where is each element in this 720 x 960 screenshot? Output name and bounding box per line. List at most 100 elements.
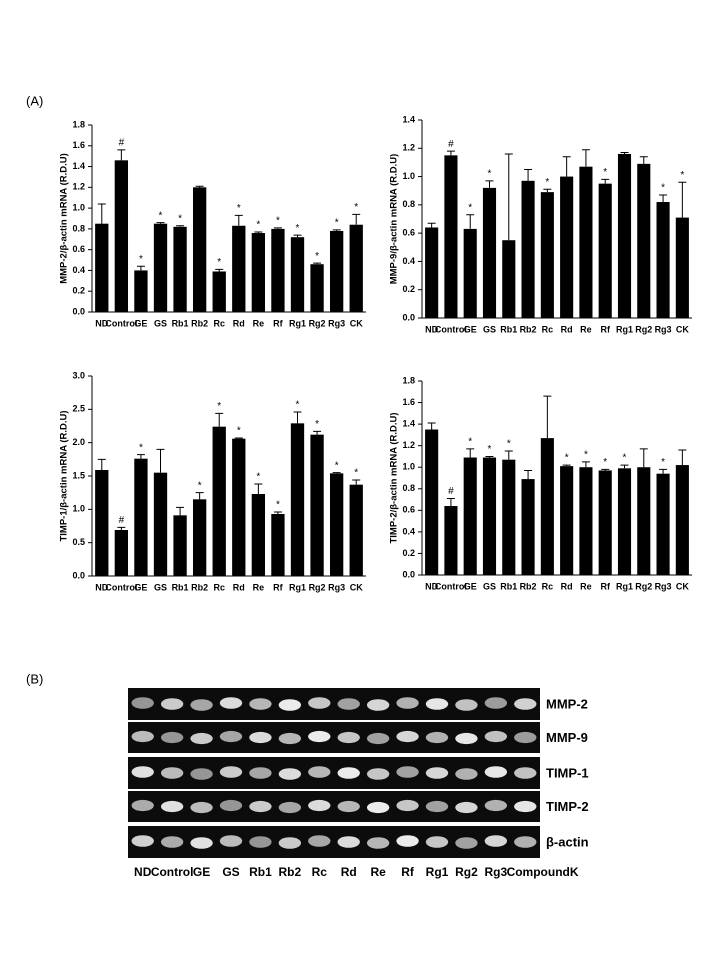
- x-tick-label: Rg1: [289, 582, 306, 592]
- x-tick-label: GE: [464, 581, 477, 591]
- error-bar: [195, 492, 204, 500]
- x-tick-label: Rd: [561, 581, 573, 591]
- gel-band: [278, 837, 302, 849]
- x-tick-label: Control: [105, 318, 137, 328]
- error-bar: [620, 464, 629, 469]
- y-tick-label: 2.0: [72, 437, 85, 447]
- error-bar: [543, 395, 552, 439]
- significance-mark: #: [448, 139, 454, 150]
- x-tick-label: Rg1: [616, 324, 633, 334]
- bar: [232, 225, 246, 312]
- bar: [444, 155, 458, 318]
- bar: [173, 515, 187, 576]
- significance-mark: *: [661, 183, 665, 194]
- y-tick-label: 1.0: [402, 462, 415, 472]
- gel-band: [514, 698, 537, 710]
- significance-mark: *: [139, 254, 143, 265]
- gel-band: [308, 766, 331, 778]
- x-tick-label: ND: [425, 581, 438, 591]
- gel-band: [455, 699, 478, 711]
- bar: [114, 530, 129, 576]
- bar: [579, 166, 593, 318]
- gel-lane-label: Rg2: [455, 865, 478, 879]
- gel-row-label: MMP-9: [546, 730, 588, 745]
- x-tick-label: Rf: [600, 324, 610, 334]
- bar: [95, 470, 109, 576]
- x-tick-label: Rb2: [191, 582, 208, 592]
- x-tick-label: Re: [253, 318, 265, 328]
- gel-band: [131, 730, 154, 743]
- significance-mark: *: [217, 257, 221, 268]
- error-bar: [639, 156, 648, 164]
- x-tick-label: Re: [580, 324, 592, 334]
- bar: [637, 467, 651, 575]
- error-bar: [97, 203, 106, 224]
- gel-lane-label: Rb2: [279, 865, 302, 879]
- gel-lane-label: Rd: [341, 865, 357, 879]
- gel-band: [366, 768, 390, 780]
- bar: [192, 187, 207, 312]
- x-tick-label: Re: [580, 581, 592, 591]
- gel-band: [396, 835, 419, 847]
- gel-band: [131, 835, 154, 847]
- significance-mark: *: [315, 419, 319, 430]
- gel-band: [278, 732, 302, 745]
- y-tick-label: 1.0: [72, 504, 85, 514]
- bar: [134, 458, 148, 576]
- gel-band: [219, 730, 243, 743]
- gel-band: [366, 732, 390, 745]
- bar: [598, 183, 612, 318]
- significance-mark: *: [335, 460, 339, 471]
- significance-mark: *: [237, 426, 241, 437]
- x-tick-label: ND: [95, 582, 108, 592]
- error-bar: [352, 213, 361, 225]
- bar: [134, 270, 148, 312]
- gel-band: [190, 837, 213, 849]
- error-bar: [176, 225, 185, 227]
- bar: [675, 217, 689, 318]
- error-bar: [639, 448, 648, 468]
- x-tick-label: GE: [134, 582, 147, 592]
- x-tick-label: Rc: [542, 324, 554, 334]
- x-tick-label: CK: [350, 582, 363, 592]
- error-bar: [504, 153, 513, 241]
- gel-band: [249, 836, 272, 848]
- bar: [540, 438, 554, 575]
- x-tick-label: Rg2: [635, 581, 652, 591]
- error-bar: [136, 265, 145, 271]
- error-bar: [562, 464, 571, 467]
- gel-band: [160, 800, 184, 813]
- bar: [521, 479, 535, 575]
- y-tick-label: 0.8: [72, 223, 85, 233]
- gel-band: [455, 801, 478, 814]
- x-tick-label: Rf: [273, 318, 283, 328]
- error-bar: [215, 268, 224, 272]
- bar: [425, 227, 439, 318]
- y-tick-label: 0.2: [402, 284, 415, 294]
- bar: [617, 468, 632, 575]
- gel-strip: [128, 722, 540, 753]
- gel-band: [337, 836, 360, 848]
- y-tick-label: 1.5: [72, 470, 85, 480]
- error-bar: [332, 472, 341, 474]
- x-tick-label: GE: [134, 318, 147, 328]
- bar: [579, 467, 593, 575]
- error-bar: [215, 412, 224, 427]
- significance-mark: *: [488, 444, 492, 455]
- gel-band: [278, 801, 302, 814]
- bar: [251, 494, 266, 576]
- significance-mark: *: [584, 449, 588, 460]
- error-bar: [313, 262, 322, 265]
- error-bar: [195, 185, 204, 188]
- gel-lane-label: Rf: [401, 865, 415, 879]
- y-axis-label: MMP-2/β-actin mRNA (R.D.U): [59, 153, 70, 284]
- y-tick-label: 1.4: [402, 418, 415, 428]
- error-bar: [273, 227, 282, 229]
- significance-mark: *: [545, 177, 549, 188]
- gel-band: [337, 767, 360, 779]
- gel-band: [219, 766, 243, 778]
- error-bar: [543, 188, 552, 193]
- x-tick-label: GS: [483, 324, 496, 334]
- gel-band: [249, 800, 272, 813]
